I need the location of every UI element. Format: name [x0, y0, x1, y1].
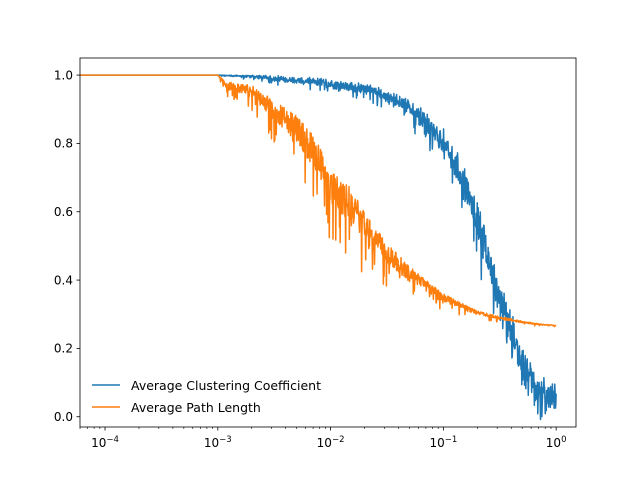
series-layer	[79, 74, 557, 421]
legend-label-clustering: Average Clustering Coefficient	[131, 378, 321, 393]
y-tick-label: 0.8	[54, 137, 73, 151]
legend-label-path-length: Average Path Length	[131, 400, 261, 415]
y-tick-label: 0.0	[54, 410, 73, 424]
series-line-path-length	[79, 74, 557, 328]
plot-frame	[79, 57, 577, 428]
y-tick-label: 0.6	[54, 205, 73, 219]
x-tick-label: 10−1	[429, 435, 457, 450]
plot-background	[80, 58, 576, 427]
y-tick-label: 0.2	[54, 342, 73, 356]
y-tick-label: 0.4	[54, 273, 73, 287]
x-tick-label: 10−2	[317, 435, 345, 450]
y-tick-label: 1.0	[54, 68, 73, 82]
legend: Average Clustering Coefficient Average P…	[92, 378, 321, 415]
x-tick-label: 10−3	[204, 435, 232, 450]
x-tick-label: 100	[546, 435, 567, 450]
y-axis: 0.0 0.2 0.4 0.6 0.8 1.0	[54, 68, 80, 424]
x-tick-label: 10−4	[91, 435, 119, 450]
x-axis: 10−4 10−3 10−2 10−1 100	[79, 427, 567, 450]
